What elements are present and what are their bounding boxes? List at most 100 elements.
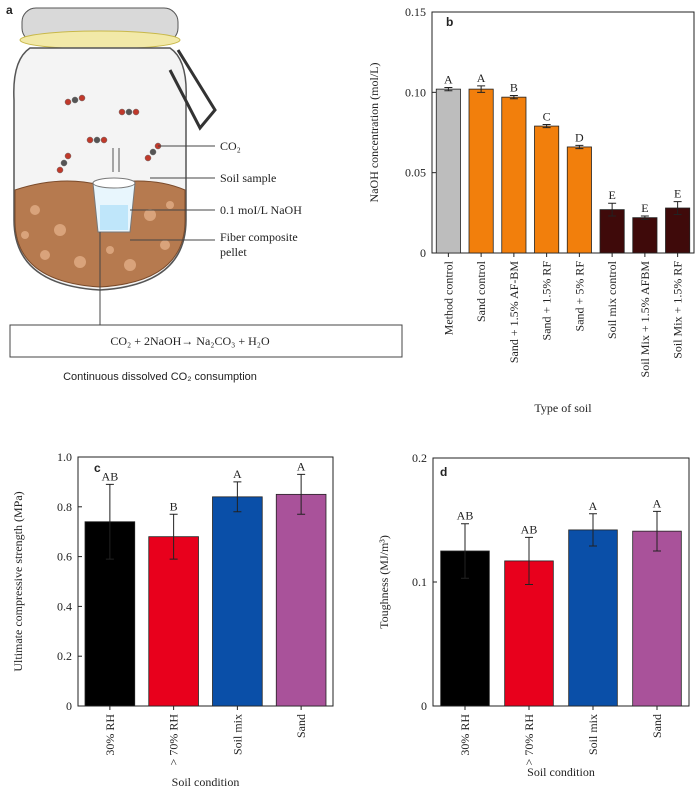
significance-letter: AB — [457, 509, 474, 523]
x-tick-label: Soil mix — [586, 714, 600, 755]
x-axis-label: Soil condition — [527, 765, 595, 779]
error-bar — [640, 215, 649, 220]
panel-label: d — [440, 465, 447, 479]
significance-letter: A — [297, 459, 306, 473]
error-bar — [444, 87, 453, 92]
pellet-label-box: Fiber composite pellet — [220, 230, 298, 259]
y-tick-label: 1.0 — [57, 450, 72, 464]
co2-molecules — [56, 94, 162, 174]
naoh-label: 0.1 moI/L NaOH — [220, 203, 302, 217]
y-tick-label: 0 — [66, 699, 72, 713]
significance-letter: A — [444, 73, 453, 87]
cup-rim — [92, 177, 136, 189]
equation: CO₂ + 2NaOH→ Na₂CO₃ + H₂O — [110, 334, 270, 348]
bar — [435, 88, 461, 254]
x-tick-label: 30% RH — [458, 714, 472, 756]
x-tick-label: > 70% RH — [167, 714, 181, 766]
error-bar — [525, 536, 533, 585]
x-tick-label: Sand — [650, 714, 664, 738]
significance-letter: B — [510, 81, 518, 95]
x-tick-label: Soil Mix + 1.5% AFBM — [638, 261, 652, 378]
significance-letter: A — [477, 71, 486, 85]
pellet-label: Fiber composite pellet — [220, 230, 298, 259]
x-axis-label: Soil condition — [172, 775, 240, 789]
significance-letter: A — [653, 496, 662, 510]
error-bar — [297, 473, 306, 515]
x-tick-label: Sand + 5% RF — [572, 261, 586, 332]
significance-letter: AB — [102, 469, 119, 483]
x-tick-label: Method control — [441, 260, 455, 335]
error-bar — [673, 201, 682, 215]
x-tick-label: Soil Mix + 1.5% RF — [671, 261, 685, 359]
significance-letter: B — [170, 499, 178, 513]
bar — [534, 125, 560, 254]
significance-letter: C — [543, 109, 551, 123]
error-bar — [461, 523, 469, 579]
bar — [468, 88, 494, 254]
plot-frame — [431, 11, 695, 254]
bar — [148, 536, 199, 707]
error-bar — [105, 483, 114, 560]
bar — [566, 146, 592, 254]
jar-seal — [19, 30, 181, 50]
significance-letter: D — [575, 130, 584, 144]
significance-letter: A — [589, 499, 598, 513]
error-bar — [608, 202, 617, 217]
plot-frame — [77, 456, 334, 707]
error-bar — [589, 513, 597, 547]
bar — [275, 493, 327, 707]
y-tick-label: 0.4 — [57, 599, 72, 613]
bar — [501, 96, 527, 254]
y-axis-label: Ultimate compressive strength (MPa) — [11, 491, 25, 671]
significance-letter: AB — [521, 522, 538, 536]
x-tick-label: Sand + 1.5% RF — [540, 261, 554, 341]
y-tick-label: 0.15 — [405, 5, 426, 19]
significance-letter: E — [608, 188, 615, 202]
error-bar — [233, 481, 242, 513]
naoh-solution — [100, 205, 128, 230]
x-tick-label: Soil mix — [230, 714, 244, 755]
significance-letter: A — [233, 467, 242, 481]
leader-lines — [99, 145, 215, 325]
y-tick-label: 0 — [421, 699, 427, 713]
error-bar — [542, 123, 551, 129]
y-tick-label: 0.2 — [412, 451, 427, 465]
y-tick-label: 0.2 — [57, 649, 72, 663]
bar — [632, 530, 682, 707]
co2-label: CO₂ — [220, 139, 241, 153]
error-bar — [169, 513, 178, 560]
x-tick-label: 30% RH — [103, 714, 117, 756]
x-tick-label: Sand control — [474, 260, 488, 322]
panel-label: a — [6, 3, 13, 17]
soil-texture — [21, 201, 174, 271]
y-tick-label: 0.05 — [405, 166, 426, 180]
x-axis-label: Type of soil — [534, 401, 592, 415]
jar-diagram: a CO₂ Soil sample 0.1 moI/L NaOH Fiber c… — [6, 3, 403, 383]
y-tick-label: 0 — [420, 246, 426, 260]
panel-label: c — [94, 461, 101, 475]
equation-box — [9, 324, 403, 358]
x-tick-label: Soil mix control — [605, 260, 619, 339]
y-axis-label: Toughness (MJ/m³) — [377, 535, 391, 629]
significance-letter: E — [641, 201, 648, 215]
y-tick-label: 0.10 — [405, 85, 426, 99]
panel-label: b — [446, 15, 453, 29]
y-axis-label: NaOH concentration (mol/L) — [367, 63, 381, 203]
error-bar — [509, 95, 518, 100]
y-tick-label: 0.6 — [57, 550, 72, 564]
caption: Continuous dissolved CO₂ consumption — [63, 371, 257, 383]
x-tick-label: > 70% RH — [522, 714, 536, 766]
error-bar — [653, 510, 661, 552]
bar — [212, 496, 263, 707]
jar-clamp — [168, 49, 217, 131]
x-tick-label: Sand — [294, 714, 308, 738]
error-bar — [575, 144, 584, 150]
soil-label: Soil sample — [220, 171, 276, 185]
significance-letter: E — [674, 187, 681, 201]
bar — [568, 529, 618, 707]
bar — [632, 217, 658, 254]
error-bar — [477, 85, 486, 93]
y-tick-label: 0.8 — [57, 500, 72, 514]
bar — [504, 560, 554, 707]
